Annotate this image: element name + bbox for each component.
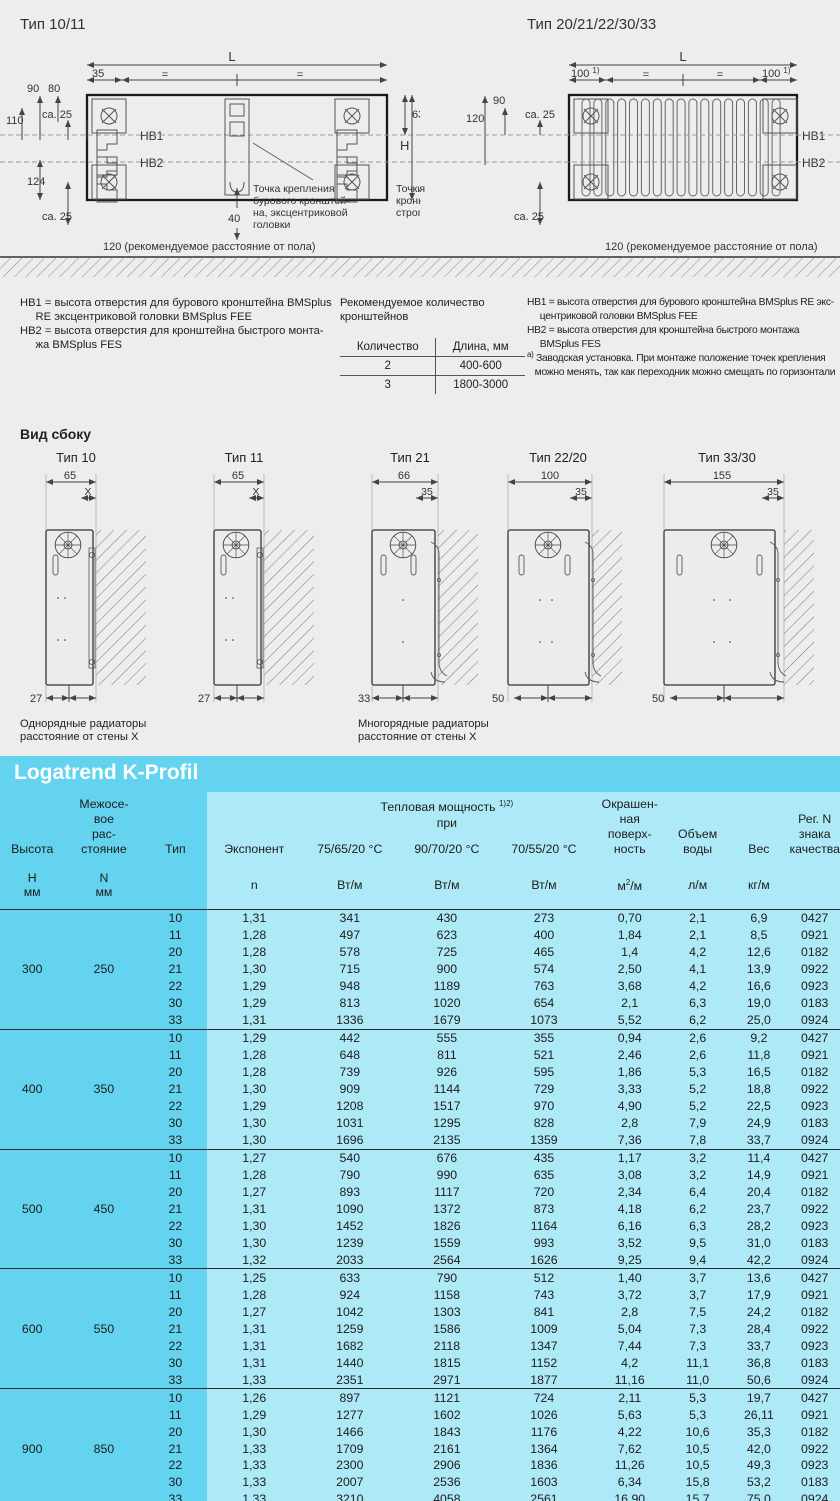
svg-text:Тип 21: Тип 21 bbox=[390, 450, 430, 465]
svg-text:110: 110 bbox=[6, 115, 24, 127]
svg-text:L: L bbox=[228, 49, 235, 64]
svg-text:H: H bbox=[400, 138, 409, 153]
svg-text:27: 27 bbox=[30, 693, 42, 705]
svg-text:и крепления: и крепления bbox=[420, 183, 425, 195]
svg-text:штейна бы-: штейна бы- bbox=[420, 195, 422, 207]
svg-text:50: 50 bbox=[652, 693, 664, 705]
svg-text:90: 90 bbox=[27, 83, 39, 95]
svg-text:Точки креп-: Точки креп- bbox=[396, 183, 420, 195]
svg-text:ca. 25: ca. 25 bbox=[514, 211, 544, 223]
svg-text:35: 35 bbox=[575, 486, 587, 498]
svg-text:строго мон-: строго мон- bbox=[396, 207, 420, 219]
svg-text:Тип 10: Тип 10 bbox=[56, 450, 96, 465]
svg-text:63: 63 bbox=[412, 109, 420, 121]
svg-text:66: 66 bbox=[398, 470, 410, 482]
svg-text:ca. 25: ca. 25 bbox=[42, 109, 72, 121]
svg-text:HB2: HB2 bbox=[802, 156, 826, 170]
svg-text:120: 120 bbox=[466, 113, 484, 125]
svg-text:HB1: HB1 bbox=[802, 129, 826, 143]
svg-text:90: 90 bbox=[493, 95, 505, 107]
svg-text:27: 27 bbox=[198, 693, 210, 705]
svg-text:=: = bbox=[162, 69, 168, 81]
svg-text:35: 35 bbox=[92, 68, 104, 80]
svg-text:65: 65 bbox=[64, 470, 76, 482]
svg-text:40: 40 bbox=[228, 213, 240, 225]
svg-text:120 (рекомендуемое расстояние: 120 (рекомендуемое расстояние от пола) bbox=[103, 241, 316, 253]
svg-text:ca. 25: ca. 25 bbox=[42, 211, 72, 223]
svg-text:100 1): 100 1) bbox=[762, 66, 791, 81]
svg-text:=: = bbox=[717, 69, 723, 81]
svg-text:HB2: HB2 bbox=[140, 156, 164, 170]
svg-text:35: 35 bbox=[767, 486, 779, 498]
svg-text:HB1: HB1 bbox=[140, 129, 164, 143]
svg-text:=: = bbox=[643, 69, 649, 81]
svg-text:120 (рекомендуемое расстояние: 120 (рекомендуемое расстояние от пола) bbox=[605, 241, 818, 253]
svg-text:головки: головки bbox=[253, 219, 290, 231]
svg-text:X: X bbox=[84, 486, 91, 498]
svg-text:Тип 22/20: Тип 22/20 bbox=[529, 450, 587, 465]
svg-text:на, эксцентриковой: на, эксцентриковой bbox=[253, 207, 348, 219]
svg-text:бурового кронштей-: бурового кронштей- bbox=[253, 195, 350, 207]
svg-text:100: 100 bbox=[541, 470, 559, 482]
svg-text:Тип 11: Тип 11 bbox=[225, 450, 264, 465]
svg-text:100 1): 100 1) bbox=[571, 66, 600, 81]
svg-text:50: 50 bbox=[492, 693, 504, 705]
svg-text:кронштейна б-: кронштейна б- bbox=[396, 195, 420, 207]
svg-text:Точка крепления: Точка крепления bbox=[253, 183, 335, 195]
svg-text:65: 65 bbox=[232, 470, 244, 482]
svg-text:=: = bbox=[297, 69, 303, 81]
svg-text:124: 124 bbox=[27, 176, 45, 188]
svg-text:ca. 25: ca. 25 bbox=[525, 109, 555, 121]
svg-text:35: 35 bbox=[421, 486, 433, 498]
svg-text:X: X bbox=[252, 486, 259, 498]
svg-text:155: 155 bbox=[713, 470, 731, 482]
svg-text:L: L bbox=[679, 49, 686, 64]
svg-text:80: 80 bbox=[48, 83, 60, 95]
svg-text:Тип 33/30: Тип 33/30 bbox=[698, 450, 756, 465]
